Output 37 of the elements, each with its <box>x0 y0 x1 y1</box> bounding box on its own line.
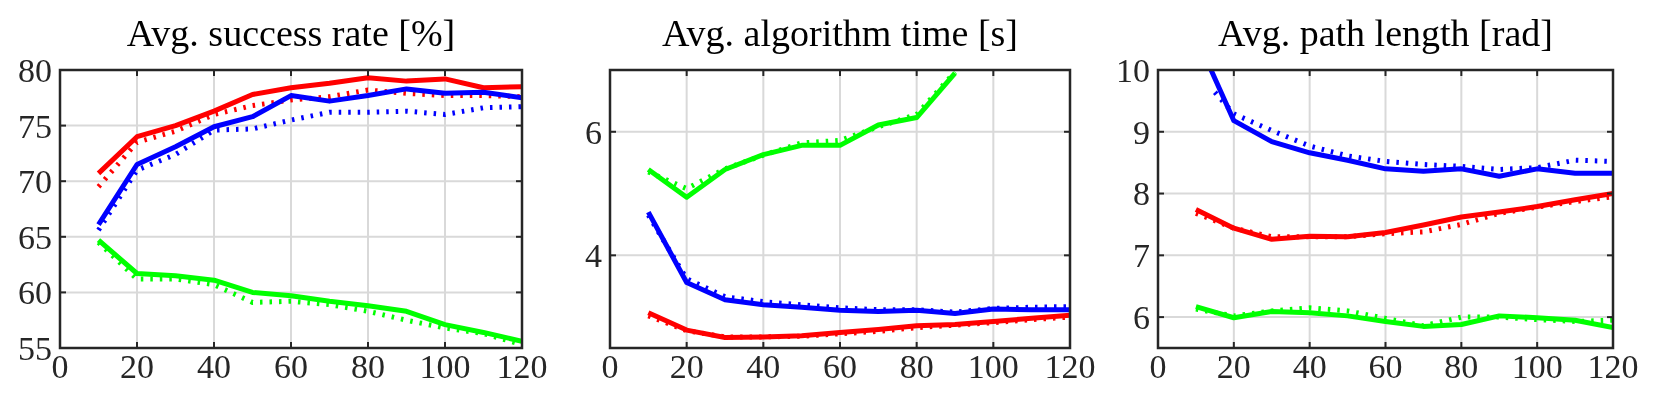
x-tick-label: 40 <box>197 348 231 385</box>
x-tick-label: 0 <box>51 348 69 385</box>
chart-title: Avg. path length [rad] <box>1218 12 1553 54</box>
x-tick-label: 60 <box>274 348 308 385</box>
x-tick-label: 40 <box>1292 348 1327 385</box>
y-tick-label: 8 <box>1133 175 1150 213</box>
x-tick-label: 120 <box>1587 348 1639 385</box>
x-tick-label: 100 <box>967 348 1019 385</box>
y-tick-label: 80 <box>18 51 52 89</box>
y-tick-label: 6 <box>1133 299 1150 337</box>
x-tick-label: 100 <box>1511 348 1563 385</box>
y-tick-label: 7 <box>1133 237 1150 275</box>
x-tick-label: 0 <box>1149 348 1167 385</box>
x-tick-label: 120 <box>1044 348 1096 385</box>
y-tick-label: 60 <box>18 274 52 312</box>
y-tick-label: 9 <box>1133 113 1150 151</box>
y-tick-label: 70 <box>18 163 52 201</box>
x-tick-label: 80 <box>351 348 385 385</box>
x-tick-label: 60 <box>1368 348 1403 385</box>
y-tick-label: 10 <box>1116 51 1150 89</box>
x-tick-label: 0 <box>601 348 619 385</box>
x-tick-label: 60 <box>823 348 857 385</box>
y-tick-label: 6 <box>585 113 602 151</box>
y-tick-label: 75 <box>18 107 52 145</box>
x-tick-label: 20 <box>669 348 704 385</box>
chart-title: Avg. success rate [%] <box>126 12 456 54</box>
x-tick-label: 80 <box>1444 348 1479 385</box>
x-tick-label: 20 <box>1216 348 1251 385</box>
y-tick-label: 55 <box>18 329 52 367</box>
y-tick-label: 4 <box>585 237 602 275</box>
x-tick-label: 80 <box>899 348 934 385</box>
chart-title: Avg. algorithm time [s] <box>661 12 1019 54</box>
x-tick-label: 120 <box>496 348 548 385</box>
x-tick-label: 40 <box>746 348 781 385</box>
x-tick-label: 20 <box>120 348 154 385</box>
y-tick-label: 65 <box>18 218 52 256</box>
x-tick-label: 100 <box>419 348 471 385</box>
